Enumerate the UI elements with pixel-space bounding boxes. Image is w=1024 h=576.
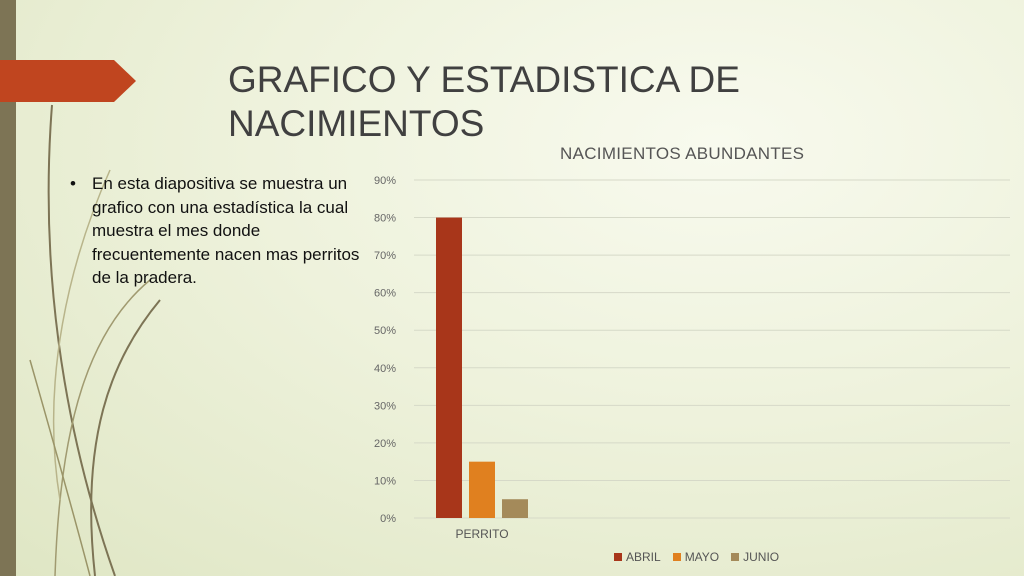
legend-swatch-junio bbox=[731, 553, 740, 561]
legend-label-mayo: MAYO bbox=[684, 550, 720, 564]
y-tick-label: 80% bbox=[374, 213, 396, 225]
bullet-list: En esta diapositiva se muestra un grafic… bbox=[70, 172, 366, 290]
y-tick-label: 30% bbox=[374, 400, 396, 412]
legend-swatch-abril bbox=[614, 553, 622, 561]
bar-chart: 0% 10% 20% 30% 40% 50% 60% 70% 80% 90% PERRITO bbox=[374, 175, 1010, 541]
y-tick-label: 70% bbox=[374, 250, 396, 262]
chart-title: NACIMIENTOS ABUNDANTES bbox=[560, 144, 805, 163]
y-tick-label: 10% bbox=[374, 475, 396, 487]
bar-mayo-perrito bbox=[469, 461, 495, 518]
x-category-label: PERRITO bbox=[455, 527, 508, 541]
legend-item-junio: JUNIO bbox=[731, 550, 779, 564]
left-accent-bar bbox=[0, 0, 16, 576]
y-tick-label: 50% bbox=[374, 325, 396, 337]
title-accent-tab bbox=[0, 60, 136, 102]
y-tick-label: 20% bbox=[374, 438, 396, 450]
y-tick-label: 0% bbox=[380, 513, 396, 525]
y-tick-label: 60% bbox=[374, 288, 396, 300]
y-tick-label: 90% bbox=[374, 175, 396, 187]
bar-junio-perrito bbox=[502, 499, 528, 518]
bullet-text: En esta diapositiva se muestra un grafic… bbox=[70, 172, 366, 290]
legend-label-abril: ABRIL bbox=[626, 550, 661, 564]
y-tick-label: 40% bbox=[374, 363, 396, 375]
decorative-swirls bbox=[29, 104, 161, 576]
legend-swatch-mayo bbox=[672, 553, 681, 561]
legend-item-mayo: MAYO bbox=[672, 550, 720, 564]
legend-label-junio: JUNIO bbox=[743, 550, 780, 564]
bar-abril-perrito bbox=[436, 217, 462, 519]
slide-title: GRAFICO Y ESTADISTICA DE NACIMIENTOS bbox=[228, 59, 740, 144]
legend-item-abril: ABRIL bbox=[614, 550, 661, 564]
chart-legend: ABRIL MAYO JUNIO bbox=[614, 550, 779, 564]
